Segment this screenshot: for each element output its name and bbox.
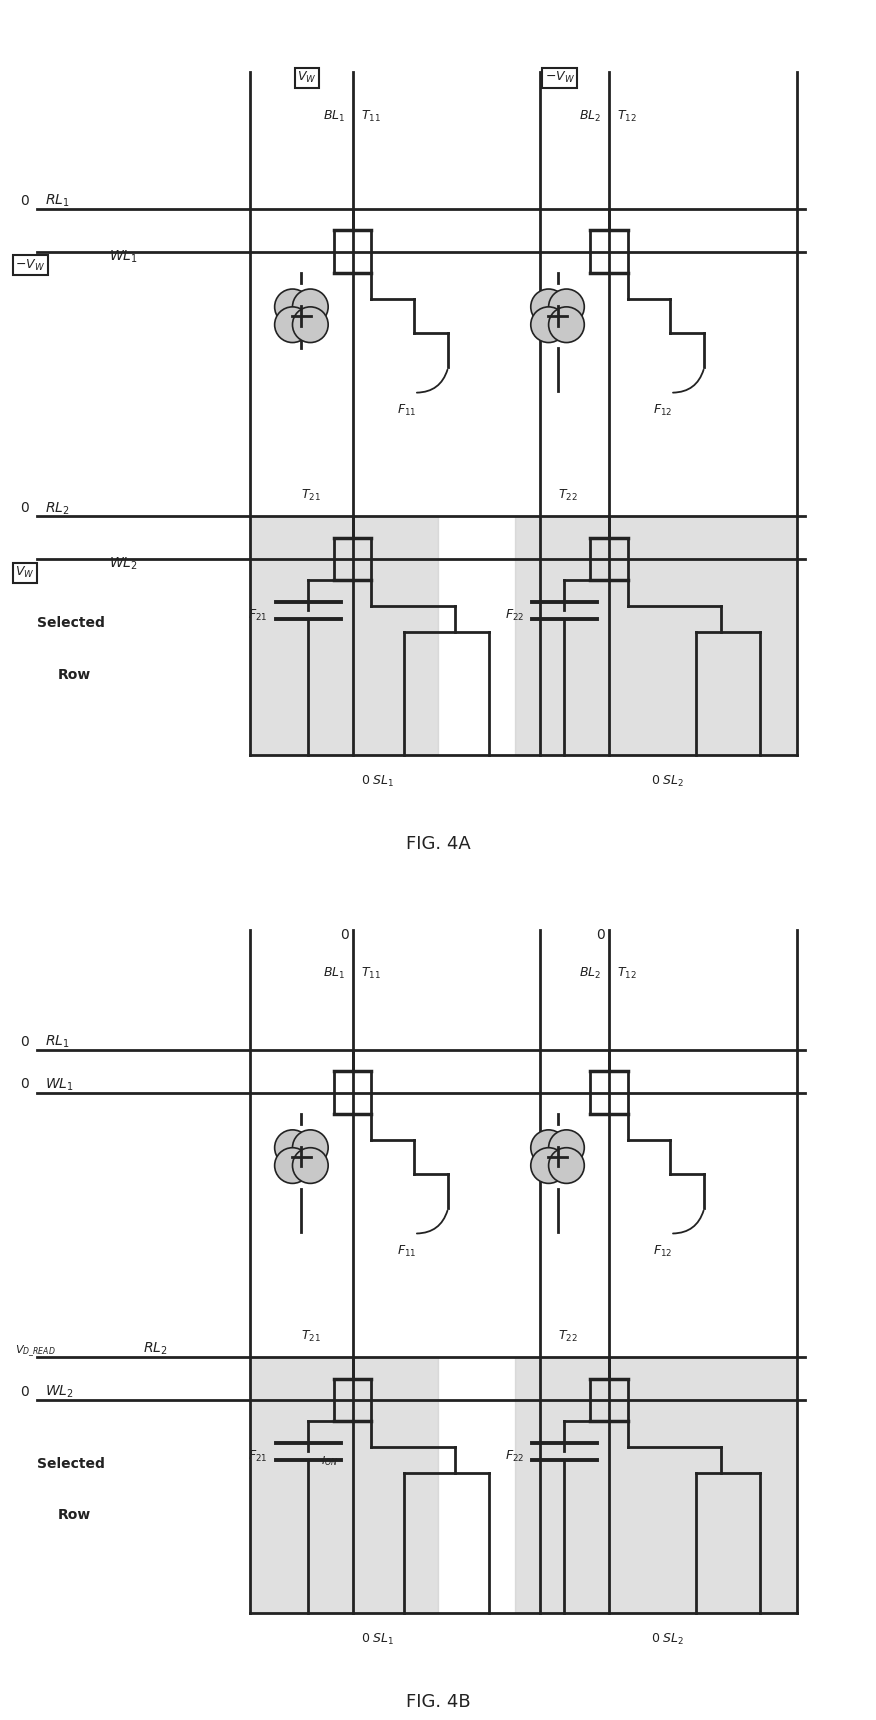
Ellipse shape	[531, 289, 567, 325]
Text: $BL_2$: $BL_2$	[579, 967, 601, 982]
Text: $V_{D\_READ}$: $V_{D\_READ}$	[16, 1343, 56, 1359]
Ellipse shape	[293, 1130, 328, 1166]
Bar	[515, 516, 796, 755]
Ellipse shape	[293, 289, 328, 325]
Text: $F_{22}$: $F_{22}$	[505, 1448, 524, 1464]
Text: $T_{12}$: $T_{12}$	[618, 967, 637, 982]
Text: 0: 0	[596, 927, 604, 943]
Ellipse shape	[531, 1130, 567, 1166]
Ellipse shape	[275, 306, 310, 342]
Text: FIG. 4A: FIG. 4A	[406, 836, 470, 853]
Ellipse shape	[275, 289, 310, 325]
Text: 0: 0	[340, 927, 349, 943]
Text: Row: Row	[58, 667, 91, 681]
Ellipse shape	[548, 1147, 584, 1183]
Text: $RL_2$: $RL_2$	[46, 501, 70, 516]
Text: $BL_2$: $BL_2$	[579, 108, 601, 124]
Text: $F_{11}$: $F_{11}$	[397, 402, 416, 418]
Text: $T_{12}$: $T_{12}$	[618, 108, 637, 124]
Text: $I_{ON}$: $I_{ON}$	[321, 1453, 338, 1467]
Text: $RL_1$: $RL_1$	[46, 193, 70, 210]
Ellipse shape	[293, 1147, 328, 1183]
Text: $T_{22}$: $T_{22}$	[557, 1330, 577, 1345]
Text: $BL_1$: $BL_1$	[322, 108, 345, 124]
Text: $BL_1$: $BL_1$	[322, 967, 345, 982]
Text: $WL_1$: $WL_1$	[46, 1077, 74, 1092]
Ellipse shape	[293, 306, 328, 342]
Text: 0 $SL_1$: 0 $SL_1$	[361, 774, 395, 789]
Text: $F_{11}$: $F_{11}$	[397, 1244, 416, 1259]
Text: $V_W$: $V_W$	[16, 566, 35, 580]
Text: 0 $SL_1$: 0 $SL_1$	[361, 1632, 395, 1648]
Text: $F_{21}$: $F_{21}$	[249, 607, 268, 623]
Text: $V_W$: $V_W$	[297, 71, 316, 84]
Text: $F_{12}$: $F_{12}$	[653, 402, 673, 418]
Ellipse shape	[548, 1130, 584, 1166]
Text: $T_{21}$: $T_{21}$	[301, 1330, 321, 1345]
Text: $WL_2$: $WL_2$	[110, 556, 138, 573]
Text: Row: Row	[58, 1508, 91, 1522]
Text: $RL_1$: $RL_1$	[46, 1034, 70, 1049]
Text: 0: 0	[19, 1077, 28, 1090]
Ellipse shape	[275, 1147, 310, 1183]
Text: $-V_W$: $-V_W$	[16, 258, 46, 273]
Ellipse shape	[531, 1147, 567, 1183]
Text: 0 $SL_2$: 0 $SL_2$	[652, 774, 685, 789]
Text: Selected: Selected	[37, 616, 104, 631]
Text: 0: 0	[19, 1385, 28, 1398]
Text: $WL_2$: $WL_2$	[46, 1383, 74, 1400]
Text: $RL_2$: $RL_2$	[144, 1342, 168, 1357]
Bar	[251, 516, 438, 755]
Bar	[515, 1357, 796, 1613]
Text: $F_{21}$: $F_{21}$	[249, 1448, 268, 1464]
Ellipse shape	[275, 1130, 310, 1166]
Text: FIG. 4B: FIG. 4B	[406, 1692, 470, 1711]
Text: 0: 0	[19, 1035, 28, 1049]
Text: 0: 0	[19, 194, 28, 208]
Text: $T_{21}$: $T_{21}$	[301, 488, 321, 504]
Ellipse shape	[548, 306, 584, 342]
Ellipse shape	[531, 306, 567, 342]
Text: $T_{22}$: $T_{22}$	[557, 488, 577, 504]
Text: Selected: Selected	[37, 1457, 104, 1471]
Text: $T_{11}$: $T_{11}$	[361, 108, 381, 124]
Text: 0: 0	[19, 501, 28, 516]
Text: $F_{22}$: $F_{22}$	[505, 607, 524, 623]
Text: 0 $SL_2$: 0 $SL_2$	[652, 1632, 685, 1648]
Text: $WL_1$: $WL_1$	[110, 248, 138, 265]
Bar	[251, 1357, 438, 1613]
Text: $-V_W$: $-V_W$	[545, 71, 575, 84]
Ellipse shape	[548, 289, 584, 325]
Text: $T_{11}$: $T_{11}$	[361, 967, 381, 982]
Text: $F_{12}$: $F_{12}$	[653, 1244, 673, 1259]
